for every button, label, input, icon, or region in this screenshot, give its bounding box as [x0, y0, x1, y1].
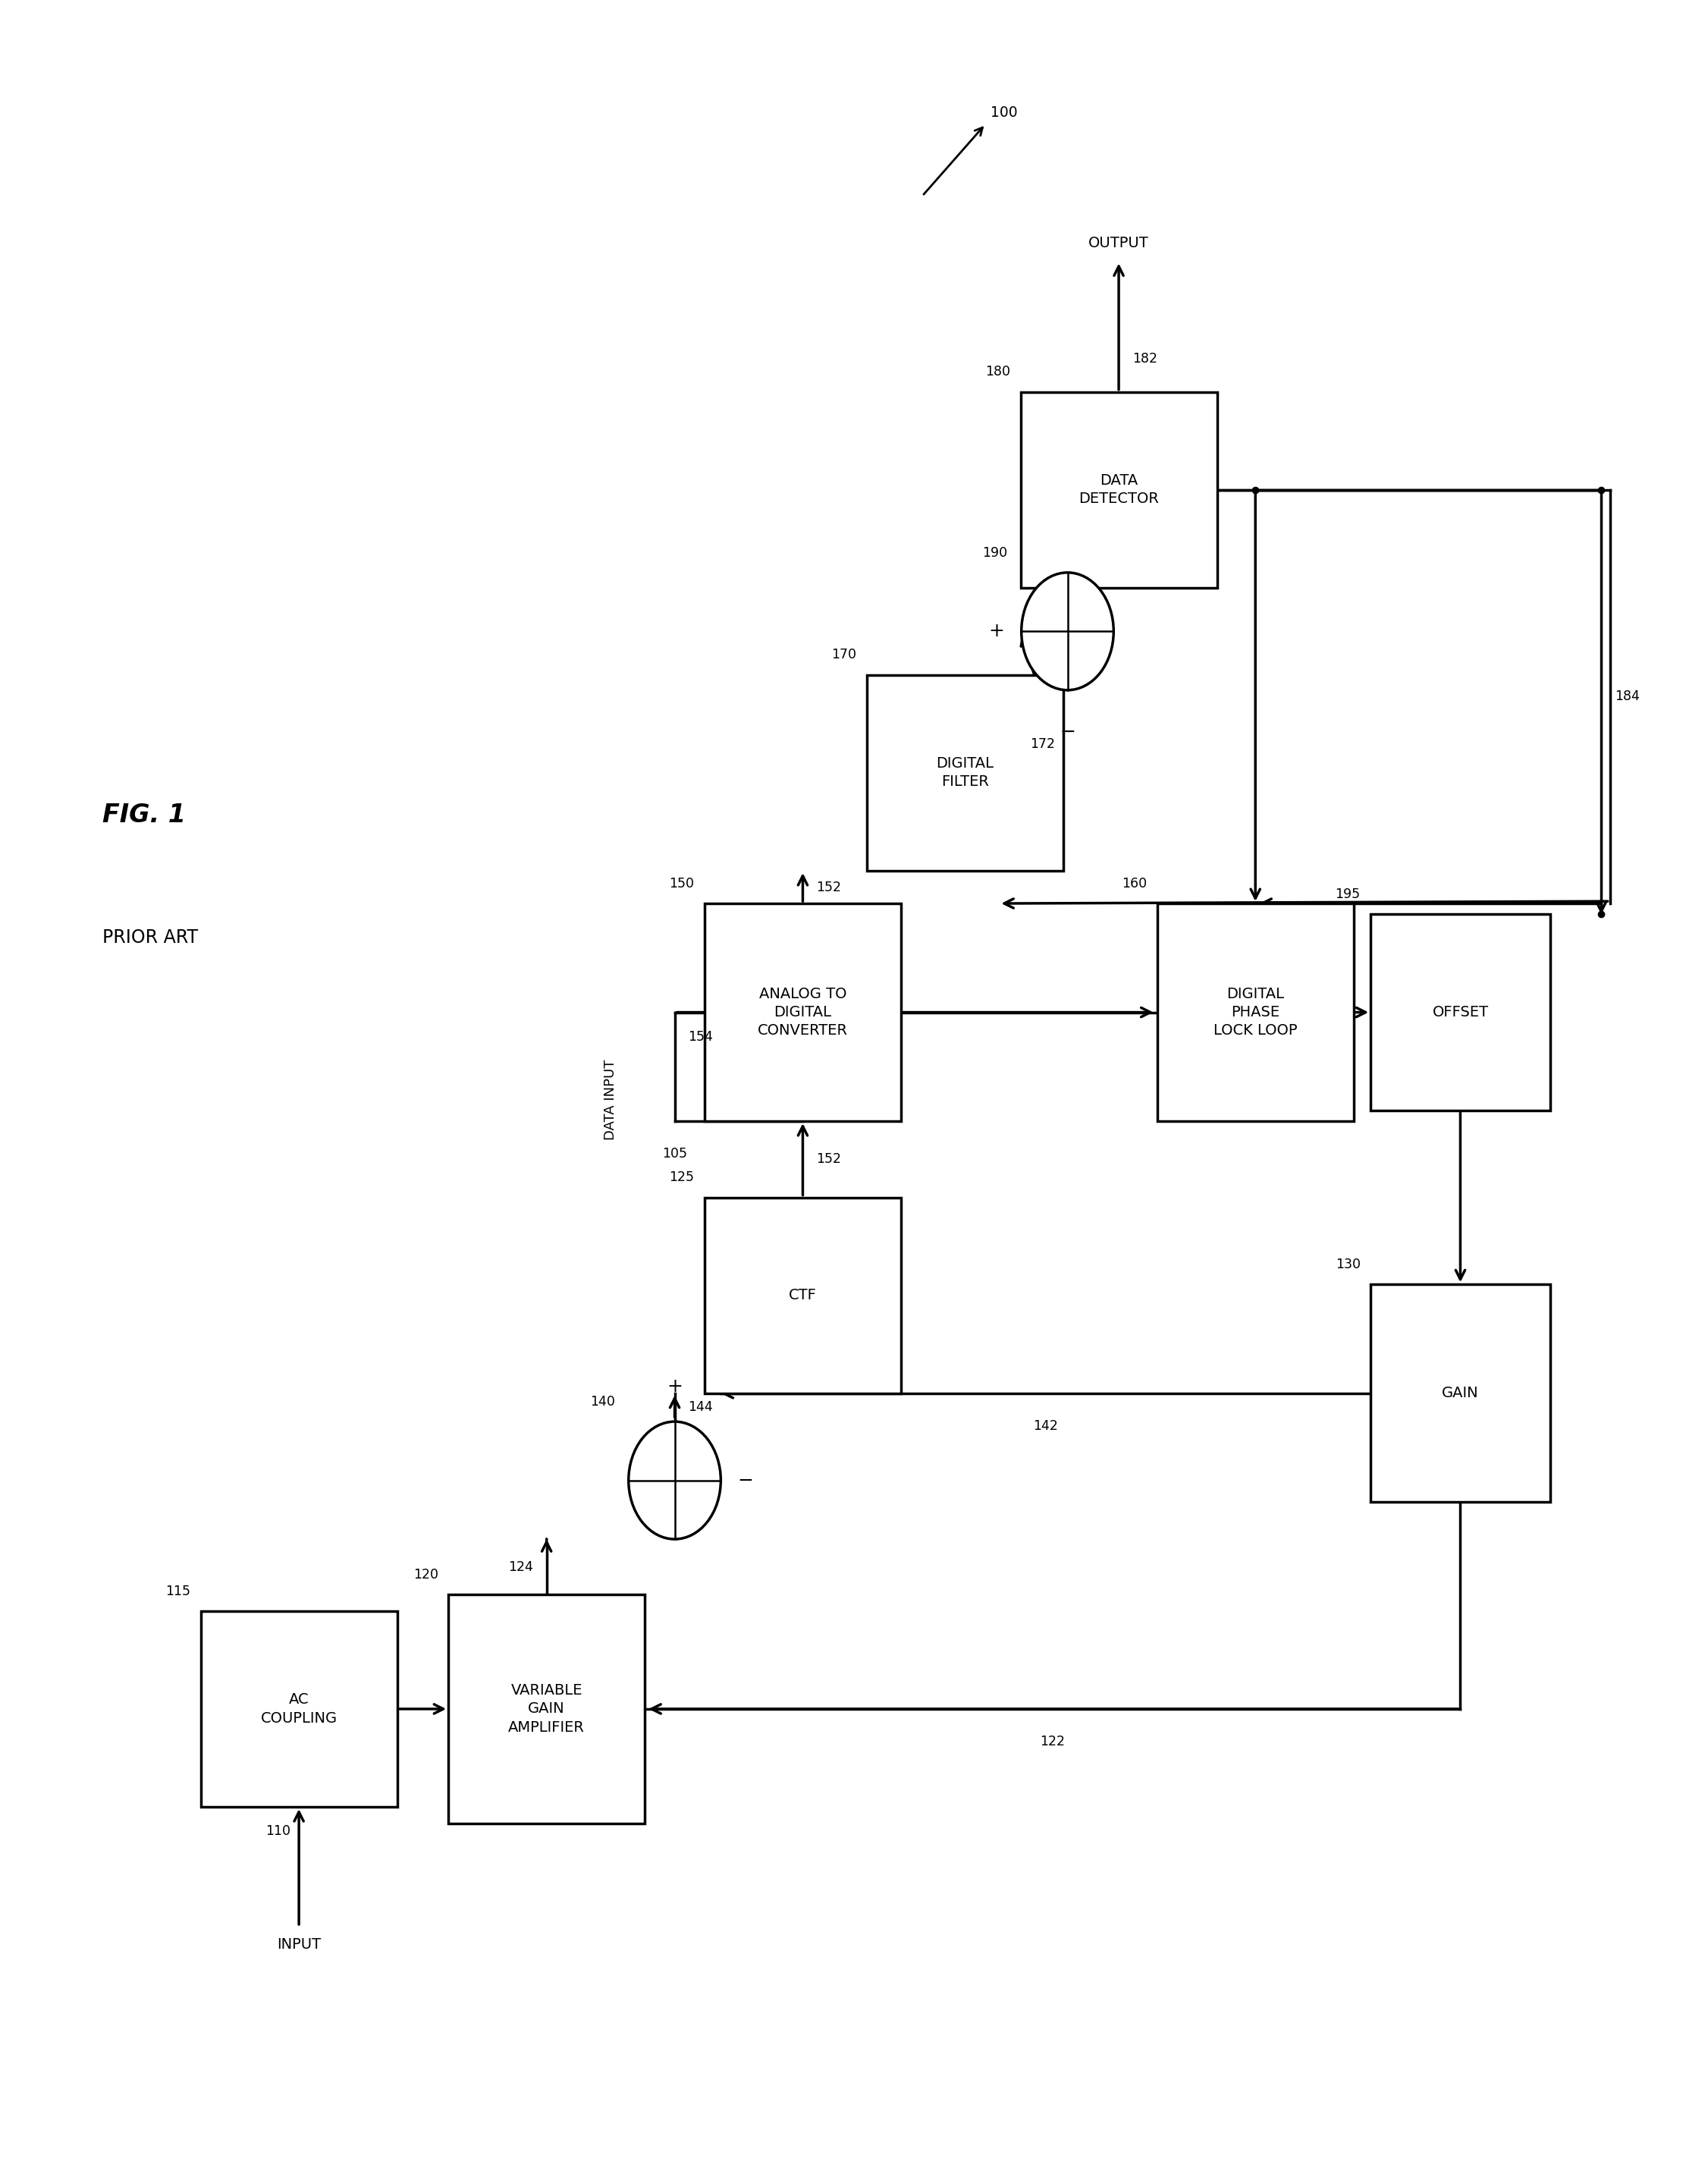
Text: FIG. 1: FIG. 1 [102, 803, 186, 827]
Bar [1021, 392, 1218, 588]
Text: DIGITAL
FILTER: DIGITAL FILTER [936, 755, 994, 790]
Bar [1370, 914, 1551, 1110]
Text: OFFSET: OFFSET [1433, 1006, 1488, 1019]
Text: INPUT: INPUT [277, 1938, 321, 1953]
Bar [866, 675, 1062, 871]
Bar [704, 903, 902, 1121]
Circle shape [1021, 573, 1114, 690]
Text: 105: 105 [661, 1147, 687, 1160]
Bar [1370, 1284, 1551, 1502]
Text: 142: 142 [1033, 1419, 1059, 1432]
Text: −: − [738, 1472, 753, 1489]
Bar [200, 1611, 396, 1807]
Text: 152: 152 [816, 1152, 842, 1167]
Text: 152: 152 [816, 880, 842, 895]
Text: PRIOR ART: PRIOR ART [102, 930, 198, 947]
Circle shape [629, 1422, 721, 1539]
Text: DIGITAL
PHASE
LOCK LOOP: DIGITAL PHASE LOCK LOOP [1213, 986, 1298, 1038]
Text: 125: 125 [670, 1171, 693, 1184]
Text: DATA
DETECTOR: DATA DETECTOR [1078, 472, 1160, 507]
Text: 184: 184 [1616, 690, 1640, 703]
Text: 100: 100 [991, 104, 1018, 120]
Text: OUTPUT: OUTPUT [1088, 235, 1149, 250]
Text: 172: 172 [1030, 738, 1056, 751]
Text: 144: 144 [688, 1400, 714, 1415]
Text: 124: 124 [507, 1561, 533, 1574]
Text: 140: 140 [589, 1395, 615, 1409]
Text: −: − [1059, 723, 1076, 740]
Text: 130: 130 [1336, 1258, 1361, 1271]
Text: AC
COUPLING: AC COUPLING [261, 1692, 336, 1726]
Text: 154: 154 [688, 1030, 714, 1043]
Text: 115: 115 [166, 1585, 191, 1598]
Text: 190: 190 [982, 546, 1008, 559]
Text: 182: 182 [1132, 353, 1158, 366]
Bar [1158, 903, 1354, 1121]
Text: DATA INPUT: DATA INPUT [605, 1058, 617, 1141]
Text: 195: 195 [1336, 888, 1361, 901]
Text: 122: 122 [1040, 1735, 1066, 1748]
Text: VARIABLE
GAIN
AMPLIFIER: VARIABLE GAIN AMPLIFIER [509, 1683, 584, 1735]
Bar [447, 1594, 644, 1824]
Text: ANALOG TO
DIGITAL
CONVERTER: ANALOG TO DIGITAL CONVERTER [758, 986, 847, 1038]
Text: 120: 120 [413, 1567, 437, 1581]
Text: +: + [666, 1378, 683, 1395]
Text: GAIN: GAIN [1442, 1387, 1479, 1400]
Text: 150: 150 [670, 877, 693, 890]
Text: 180: 180 [986, 366, 1011, 379]
Text: CTF: CTF [789, 1289, 816, 1302]
Text: 110: 110 [265, 1824, 290, 1837]
Text: 170: 170 [832, 649, 856, 662]
Text: +: + [989, 623, 1004, 640]
Bar [704, 1197, 902, 1393]
Text: 160: 160 [1122, 877, 1148, 890]
